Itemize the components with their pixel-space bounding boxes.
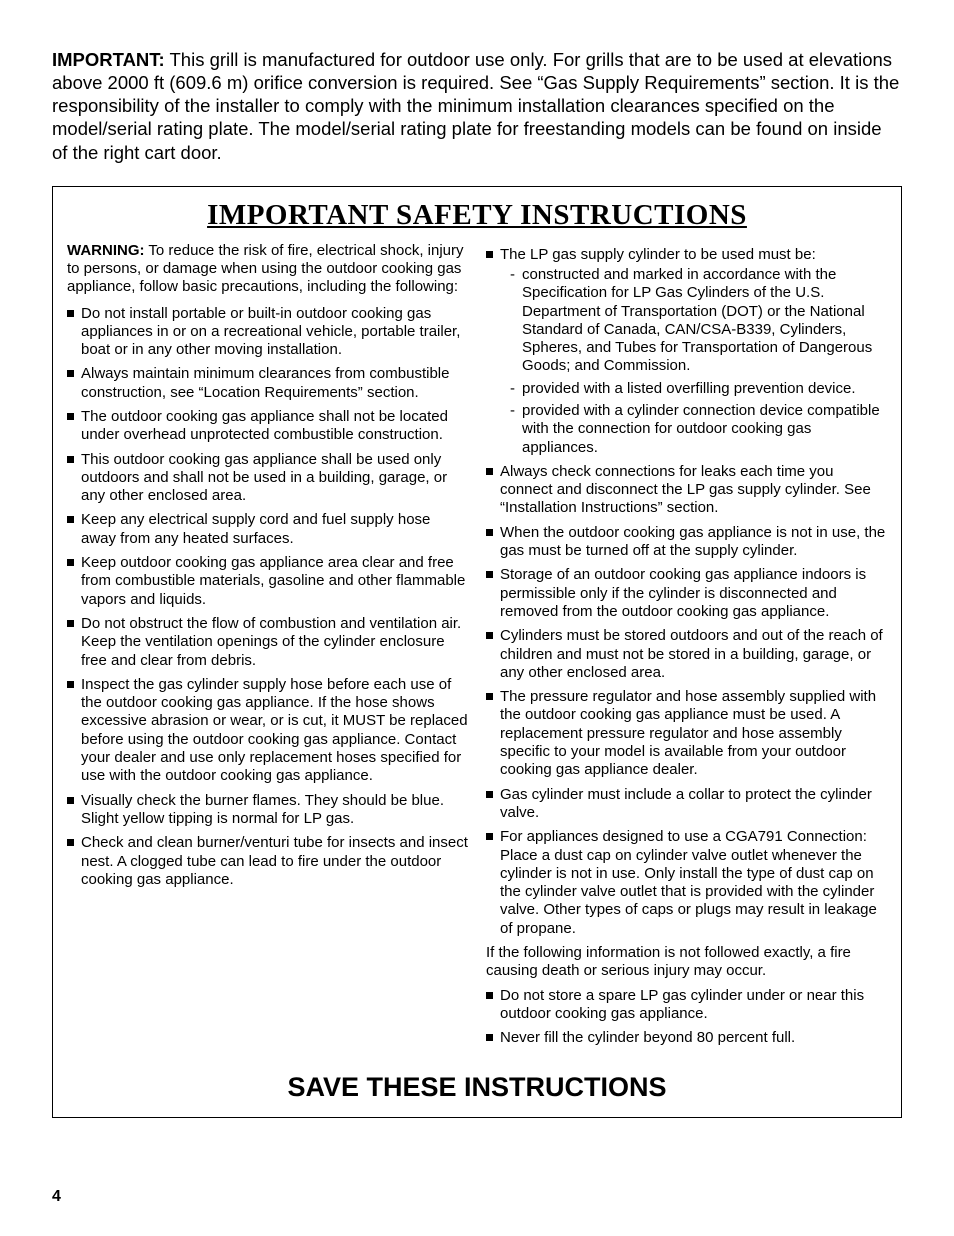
list-item: Cylinders must be stored outdoors and ou…: [486, 627, 887, 682]
important-text: This grill is manufactured for outdoor u…: [52, 49, 899, 163]
list-item: Do not install portable or built-in outd…: [67, 305, 468, 360]
list-item: constructed and marked in accordance wit…: [510, 266, 887, 376]
warning-paragraph: WARNING: To reduce the risk of fire, ele…: [67, 242, 468, 297]
list-item: This outdoor cooking gas appliance shall…: [67, 451, 468, 506]
list-item: Never fill the cylinder beyond 80 percen…: [486, 1029, 887, 1047]
right-mid-paragraph: If the following information is not foll…: [486, 944, 887, 981]
list-item: provided with a listed overfilling preve…: [510, 380, 887, 398]
warning-label: WARNING:: [67, 242, 145, 259]
safety-title: IMPORTANT SAFETY INSTRUCTIONS: [67, 199, 887, 232]
important-intro: IMPORTANT: This grill is manufactured fo…: [52, 48, 902, 164]
list-item: When the outdoor cooking gas appliance i…: [486, 524, 887, 561]
right-column: The LP gas supply cylinder to be used mu…: [486, 242, 887, 1054]
important-label: IMPORTANT:: [52, 49, 165, 70]
list-item: For appliances designed to use a CGA791 …: [486, 828, 887, 938]
page-number: 4: [52, 1188, 902, 1206]
right-bullet-list-top: The LP gas supply cylinder to be used mu…: [486, 246, 887, 457]
list-item: The pressure regulator and hose assembly…: [486, 688, 887, 779]
list-item: The outdoor cooking gas appliance shall …: [67, 408, 468, 445]
list-item: Do not obstruct the flow of combustion a…: [67, 615, 468, 670]
safety-box: IMPORTANT SAFETY INSTRUCTIONS WARNING: T…: [52, 186, 902, 1118]
right-dash-list: constructed and marked in accordance wit…: [510, 266, 887, 457]
columns: WARNING: To reduce the risk of fire, ele…: [67, 242, 887, 1054]
right-first-bullet-text: The LP gas supply cylinder to be used mu…: [500, 246, 816, 263]
list-item: Check and clean burner/venturi tube for …: [67, 834, 468, 889]
list-item: Inspect the gas cylinder supply hose bef…: [67, 676, 468, 786]
right-bullet-list-b: Do not store a spare LP gas cylinder und…: [486, 987, 887, 1048]
list-item: provided with a cylinder connection devi…: [510, 402, 887, 457]
list-item: The LP gas supply cylinder to be used mu…: [486, 246, 887, 457]
save-instructions: SAVE THESE INSTRUCTIONS: [67, 1072, 887, 1103]
left-column: WARNING: To reduce the risk of fire, ele…: [67, 242, 468, 1054]
list-item: Gas cylinder must include a collar to pr…: [486, 786, 887, 823]
list-item: Storage of an outdoor cooking gas applia…: [486, 566, 887, 621]
list-item: Keep outdoor cooking gas appliance area …: [67, 554, 468, 609]
list-item: Always maintain minimum clearances from …: [67, 365, 468, 402]
list-item: Do not store a spare LP gas cylinder und…: [486, 987, 887, 1024]
left-bullet-list: Do not install portable or built-in outd…: [67, 305, 468, 890]
list-item: Visually check the burner flames. They s…: [67, 792, 468, 829]
list-item: Always check connections for leaks each …: [486, 463, 887, 518]
right-bullet-list-a: Always check connections for leaks each …: [486, 463, 887, 938]
list-item: Keep any electrical supply cord and fuel…: [67, 511, 468, 548]
